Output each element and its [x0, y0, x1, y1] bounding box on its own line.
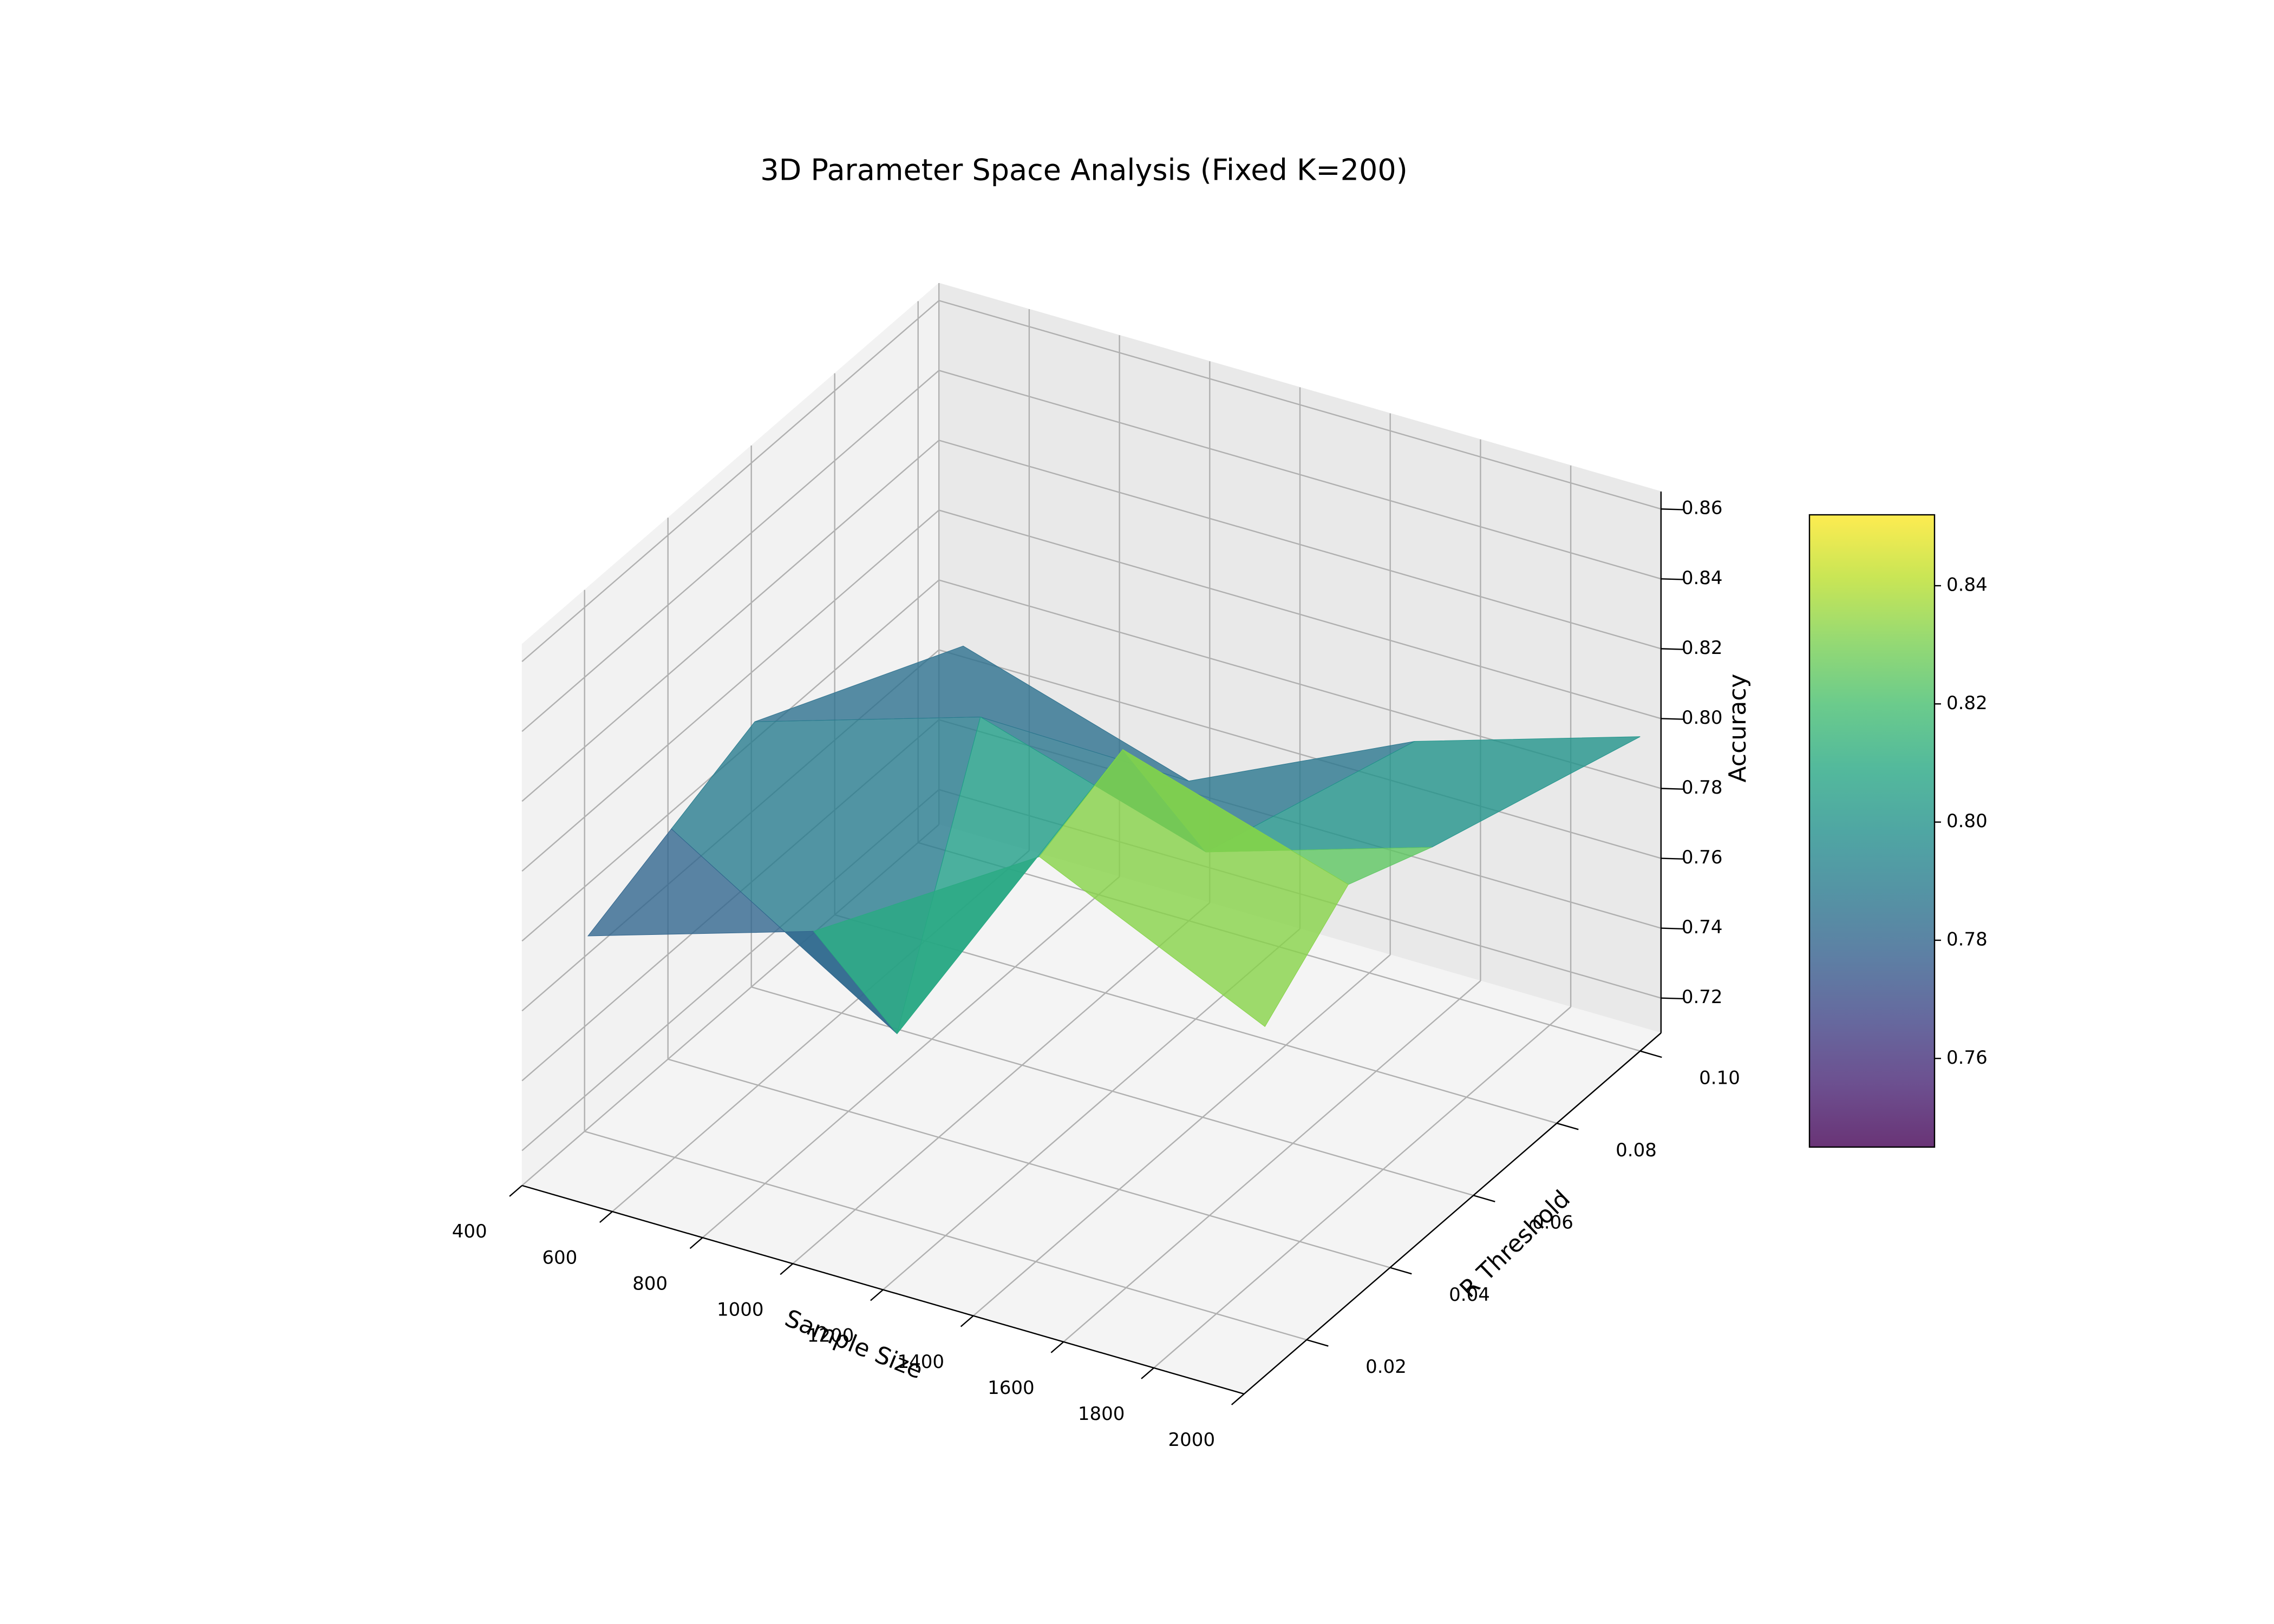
grid-line [938, 370, 1662, 580]
x-axis-label: Sample Size [781, 1305, 927, 1385]
tick-mark [780, 1263, 794, 1275]
tick-mark [1661, 718, 1684, 720]
tick-mark [1231, 1393, 1245, 1405]
grid-line [668, 1058, 1390, 1268]
tick-mark [960, 1315, 974, 1327]
tick-mark [599, 1211, 613, 1223]
surface [587, 645, 1641, 1034]
y-tick-label: 0.08 [1616, 1140, 1657, 1161]
colorbar-tick-label: 0.84 [1946, 574, 1988, 595]
z-tick-label: 0.78 [1682, 777, 1723, 798]
grid-line [972, 954, 1391, 1317]
z-axis-label: Accuracy [1724, 674, 1752, 783]
tick-mark [509, 1185, 522, 1197]
grid-line [702, 876, 1120, 1239]
grid-line [521, 509, 939, 872]
z-tick-label: 0.84 [1682, 567, 1723, 589]
y-tick-label: 0.04 [1449, 1284, 1490, 1306]
colorbar-tick-label: 0.78 [1946, 928, 1988, 950]
grid-line [1153, 1006, 1571, 1368]
x-tick-label: 400 [452, 1221, 487, 1242]
tick-mark [1389, 1267, 1412, 1275]
x-tick-label: 1400 [897, 1351, 944, 1373]
tick-mark [1661, 927, 1684, 930]
grid-line [938, 509, 1662, 719]
grid-line [938, 649, 1662, 859]
tick-mark [689, 1237, 703, 1249]
y-tick-label: 0.10 [1699, 1068, 1740, 1089]
grid-line [938, 300, 1662, 510]
y-tick-label: 0.06 [1532, 1212, 1573, 1233]
grid-line [938, 440, 1662, 650]
grid-line [751, 986, 1474, 1196]
y-tick-label: 0.02 [1365, 1356, 1407, 1378]
grid-line [521, 300, 939, 662]
x-tick-label: 1800 [1078, 1403, 1125, 1425]
grid-line [1063, 980, 1481, 1343]
z-tick-label: 0.82 [1682, 637, 1723, 659]
x-tick-label: 2000 [1168, 1429, 1216, 1451]
surface-face [1038, 749, 1349, 1027]
colorbar-tick-label: 0.82 [1946, 692, 1988, 714]
z-tick-label: 0.74 [1682, 916, 1723, 938]
z-tick-label: 0.80 [1682, 707, 1723, 729]
colorbar [1808, 514, 1936, 1148]
tick-mark [1556, 1122, 1579, 1130]
axis-line [521, 1184, 1245, 1395]
chart-title: 3D Parameter Space Analysis (Fixed K=200… [760, 153, 1408, 187]
x-tick-label: 1200 [807, 1325, 854, 1347]
tick-mark [1306, 1339, 1329, 1347]
tick-mark [1661, 788, 1684, 790]
tick-mark [1639, 1050, 1662, 1058]
tick-mark [1141, 1367, 1154, 1379]
x-tick-label: 1600 [988, 1377, 1035, 1399]
colorbar-tick-label: 0.80 [1946, 810, 1988, 832]
tick-mark [1050, 1341, 1064, 1353]
z-tick-label: 0.72 [1682, 986, 1723, 1008]
colorbar-tick-label: 0.76 [1946, 1047, 1988, 1069]
tick-mark [870, 1289, 884, 1301]
axis-line [1244, 1032, 1662, 1394]
x-tick-label: 600 [542, 1247, 577, 1268]
tick-mark [1661, 997, 1684, 1000]
x-tick-label: 800 [632, 1273, 668, 1294]
z-tick-label: 0.76 [1682, 847, 1723, 868]
grid-line [792, 902, 1211, 1265]
grid-line [521, 440, 939, 802]
grid-line [584, 1130, 1307, 1341]
z-tick-label: 0.86 [1682, 497, 1723, 519]
grid-line [521, 370, 939, 732]
tick-mark [1473, 1195, 1495, 1202]
y-axis-label: R Threshold [1455, 1185, 1576, 1303]
x-tick-label: 1000 [717, 1299, 764, 1321]
